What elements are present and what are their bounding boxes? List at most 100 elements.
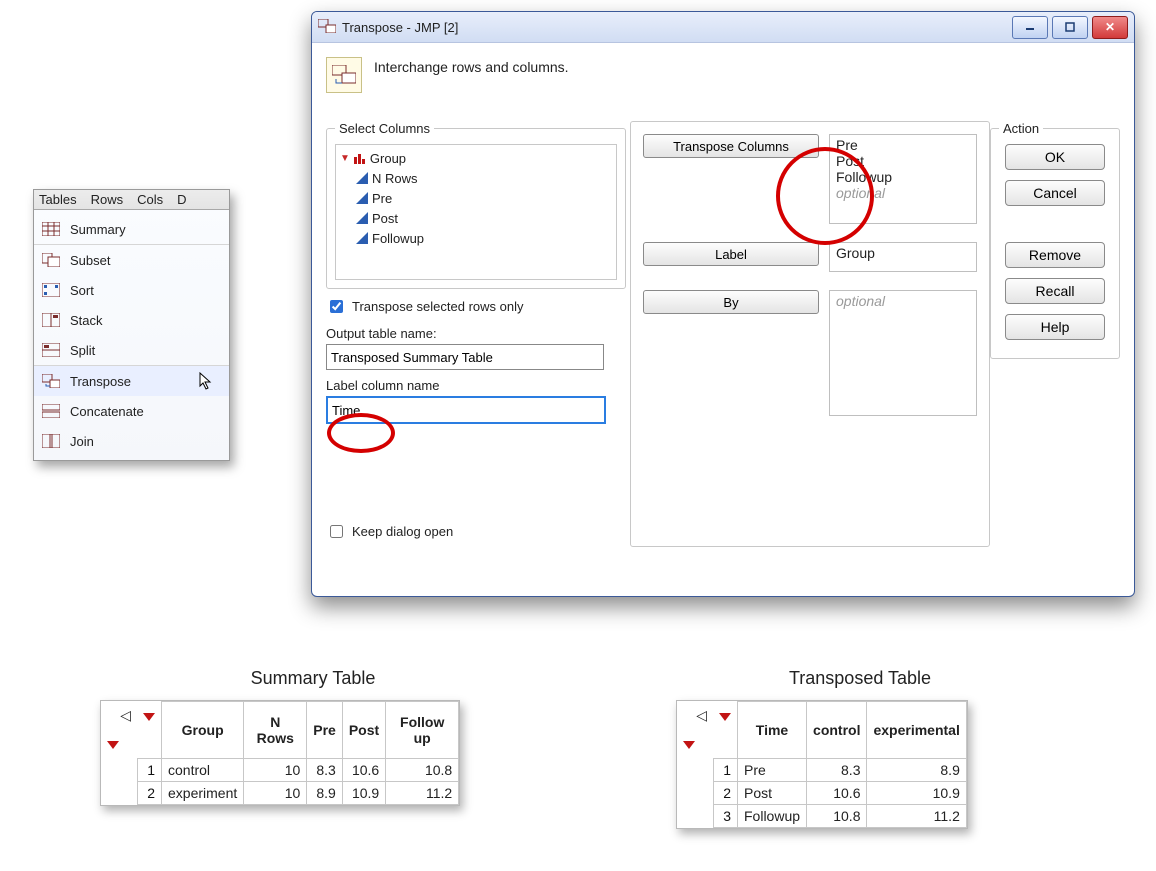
hotspot-icon[interactable]	[719, 713, 731, 721]
sort-icon	[40, 281, 62, 299]
summary-table-title: Summary Table	[223, 668, 403, 689]
cell: 8.3	[307, 758, 343, 781]
by-role-button[interactable]: By	[643, 290, 819, 314]
keep-dialog-open[interactable]: Keep dialog open	[326, 522, 626, 541]
table-row[interactable]: 2 experiment 10 8.9 10.9 11.2	[101, 781, 459, 804]
col-header[interactable]: Follow up	[386, 702, 459, 759]
column-item[interactable]: N Rows	[340, 168, 612, 188]
continuous-icon	[356, 192, 368, 204]
role-value[interactable]: Followup	[836, 169, 970, 185]
label-column-input[interactable]	[326, 396, 606, 424]
cancel-button[interactable]: Cancel	[1005, 180, 1105, 206]
ok-button[interactable]: OK	[1005, 144, 1105, 170]
transpose-rows-only[interactable]: Transpose selected rows only	[326, 297, 626, 316]
label-column-label: Label column name	[326, 378, 626, 393]
menu-item-label: Split	[70, 343, 95, 358]
role-value[interactable]: Pre	[836, 137, 970, 153]
col-header[interactable]: Pre	[307, 702, 343, 759]
disclosure-icon[interactable]: ▼	[340, 153, 350, 164]
table-row[interactable]: 2 Post 10.6 10.9	[677, 781, 966, 804]
by-role-list[interactable]: optional	[829, 290, 977, 416]
continuous-icon	[356, 212, 368, 224]
role-value[interactable]: Group	[836, 245, 970, 261]
transpose-columns-button[interactable]: Transpose Columns	[643, 134, 819, 158]
hotspot-icon[interactable]	[143, 713, 155, 721]
menu-item-split[interactable]: Split	[34, 335, 229, 366]
cell: 10.6	[342, 758, 385, 781]
col-header[interactable]: control	[807, 702, 867, 759]
action-legend: Action	[999, 121, 1043, 136]
cell: 10.9	[867, 781, 966, 804]
cell: 10.8	[807, 804, 867, 827]
tables-menu: Tables Rows Cols D Summary Subset Sort	[33, 189, 230, 461]
column-name: Pre	[372, 191, 392, 206]
output-table-label: Output table name:	[326, 326, 626, 341]
column-name: N Rows	[372, 171, 418, 186]
cell: Post	[738, 781, 807, 804]
menu-item-label: Subset	[70, 253, 110, 268]
minimize-button[interactable]	[1012, 16, 1048, 39]
dialog-icon	[326, 57, 362, 93]
disclosure-icon[interactable]: ◁	[120, 707, 131, 723]
keep-dialog-checkbox[interactable]	[330, 525, 343, 538]
col-header[interactable]: N Rows	[244, 702, 307, 759]
role-value[interactable]: Post	[836, 153, 970, 169]
select-columns-group: Select Columns ▼ Group N Rows	[326, 121, 626, 289]
cell: 10	[244, 781, 307, 804]
label-role-list[interactable]: Group	[829, 242, 977, 272]
cell: 10.9	[342, 781, 385, 804]
col-header[interactable]: Time	[738, 702, 807, 759]
hotspot-icon[interactable]	[107, 741, 119, 749]
menu-item-subset[interactable]: Subset	[34, 245, 229, 275]
menu-item-concatenate[interactable]: Concatenate	[34, 396, 229, 426]
summary-table: ◁ Group N Rows Pre Post Follow up 1 cont…	[100, 700, 460, 806]
menu-bar-item[interactable]: Cols	[137, 192, 163, 207]
action-group: Action OK Cancel Remove Recall Help	[990, 121, 1120, 359]
menu-bar-item[interactable]: Tables	[39, 192, 77, 207]
menu-bar-item[interactable]: Rows	[91, 192, 124, 207]
disclosure-icon[interactable]: ◁	[696, 707, 707, 723]
columns-list[interactable]: ▼ Group N Rows Pre	[335, 144, 617, 280]
table-row[interactable]: 1 control 10 8.3 10.6 10.8	[101, 758, 459, 781]
row-number: 2	[713, 781, 738, 804]
menu-item-stack[interactable]: Stack	[34, 305, 229, 335]
col-header[interactable]: experimental	[867, 702, 966, 759]
maximize-button[interactable]	[1052, 16, 1088, 39]
recall-button[interactable]: Recall	[1005, 278, 1105, 304]
col-header[interactable]: Post	[342, 702, 385, 759]
menu-item-transpose[interactable]: Transpose	[34, 366, 229, 396]
role-optional: optional	[836, 293, 970, 309]
menu-item-summary[interactable]: Summary	[34, 214, 229, 245]
dialog-description: Interchange rows and columns.	[374, 57, 569, 75]
menu-item-sort[interactable]: Sort	[34, 275, 229, 305]
cell: 10.8	[386, 758, 459, 781]
menu-item-join[interactable]: Join	[34, 426, 229, 456]
cell: Pre	[738, 758, 807, 781]
label-role-button[interactable]: Label	[643, 242, 819, 266]
menu-bar: Tables Rows Cols D	[34, 190, 229, 210]
transpose-columns-list[interactable]: Pre Post Followup optional	[829, 134, 977, 224]
menu-item-label: Transpose	[70, 374, 131, 389]
column-name: Group	[370, 151, 406, 166]
transpose-rows-only-checkbox[interactable]	[330, 300, 343, 313]
column-item[interactable]: Followup	[340, 228, 612, 248]
app-icon	[318, 19, 336, 36]
output-table-input[interactable]	[326, 344, 604, 370]
cell: 10.6	[807, 781, 867, 804]
menu-bar-item[interactable]: D	[177, 192, 186, 207]
remove-button[interactable]: Remove	[1005, 242, 1105, 268]
column-item[interactable]: ▼ Group	[340, 148, 612, 168]
close-button[interactable]: ✕	[1092, 16, 1128, 39]
help-button[interactable]: Help	[1005, 314, 1105, 340]
column-item[interactable]: Post	[340, 208, 612, 228]
titlebar[interactable]: Transpose - JMP [2] ✕	[312, 12, 1134, 43]
table-row[interactable]: 1 Pre 8.3 8.9	[677, 758, 966, 781]
column-name: Post	[372, 211, 398, 226]
row-number: 3	[713, 804, 738, 827]
table-row[interactable]: 3 Followup 10.8 11.2	[677, 804, 966, 827]
hotspot-icon[interactable]	[683, 741, 695, 749]
col-header[interactable]: Group	[162, 702, 244, 759]
transpose-rows-only-label: Transpose selected rows only	[352, 299, 524, 314]
menu-item-label: Stack	[70, 313, 103, 328]
column-item[interactable]: Pre	[340, 188, 612, 208]
